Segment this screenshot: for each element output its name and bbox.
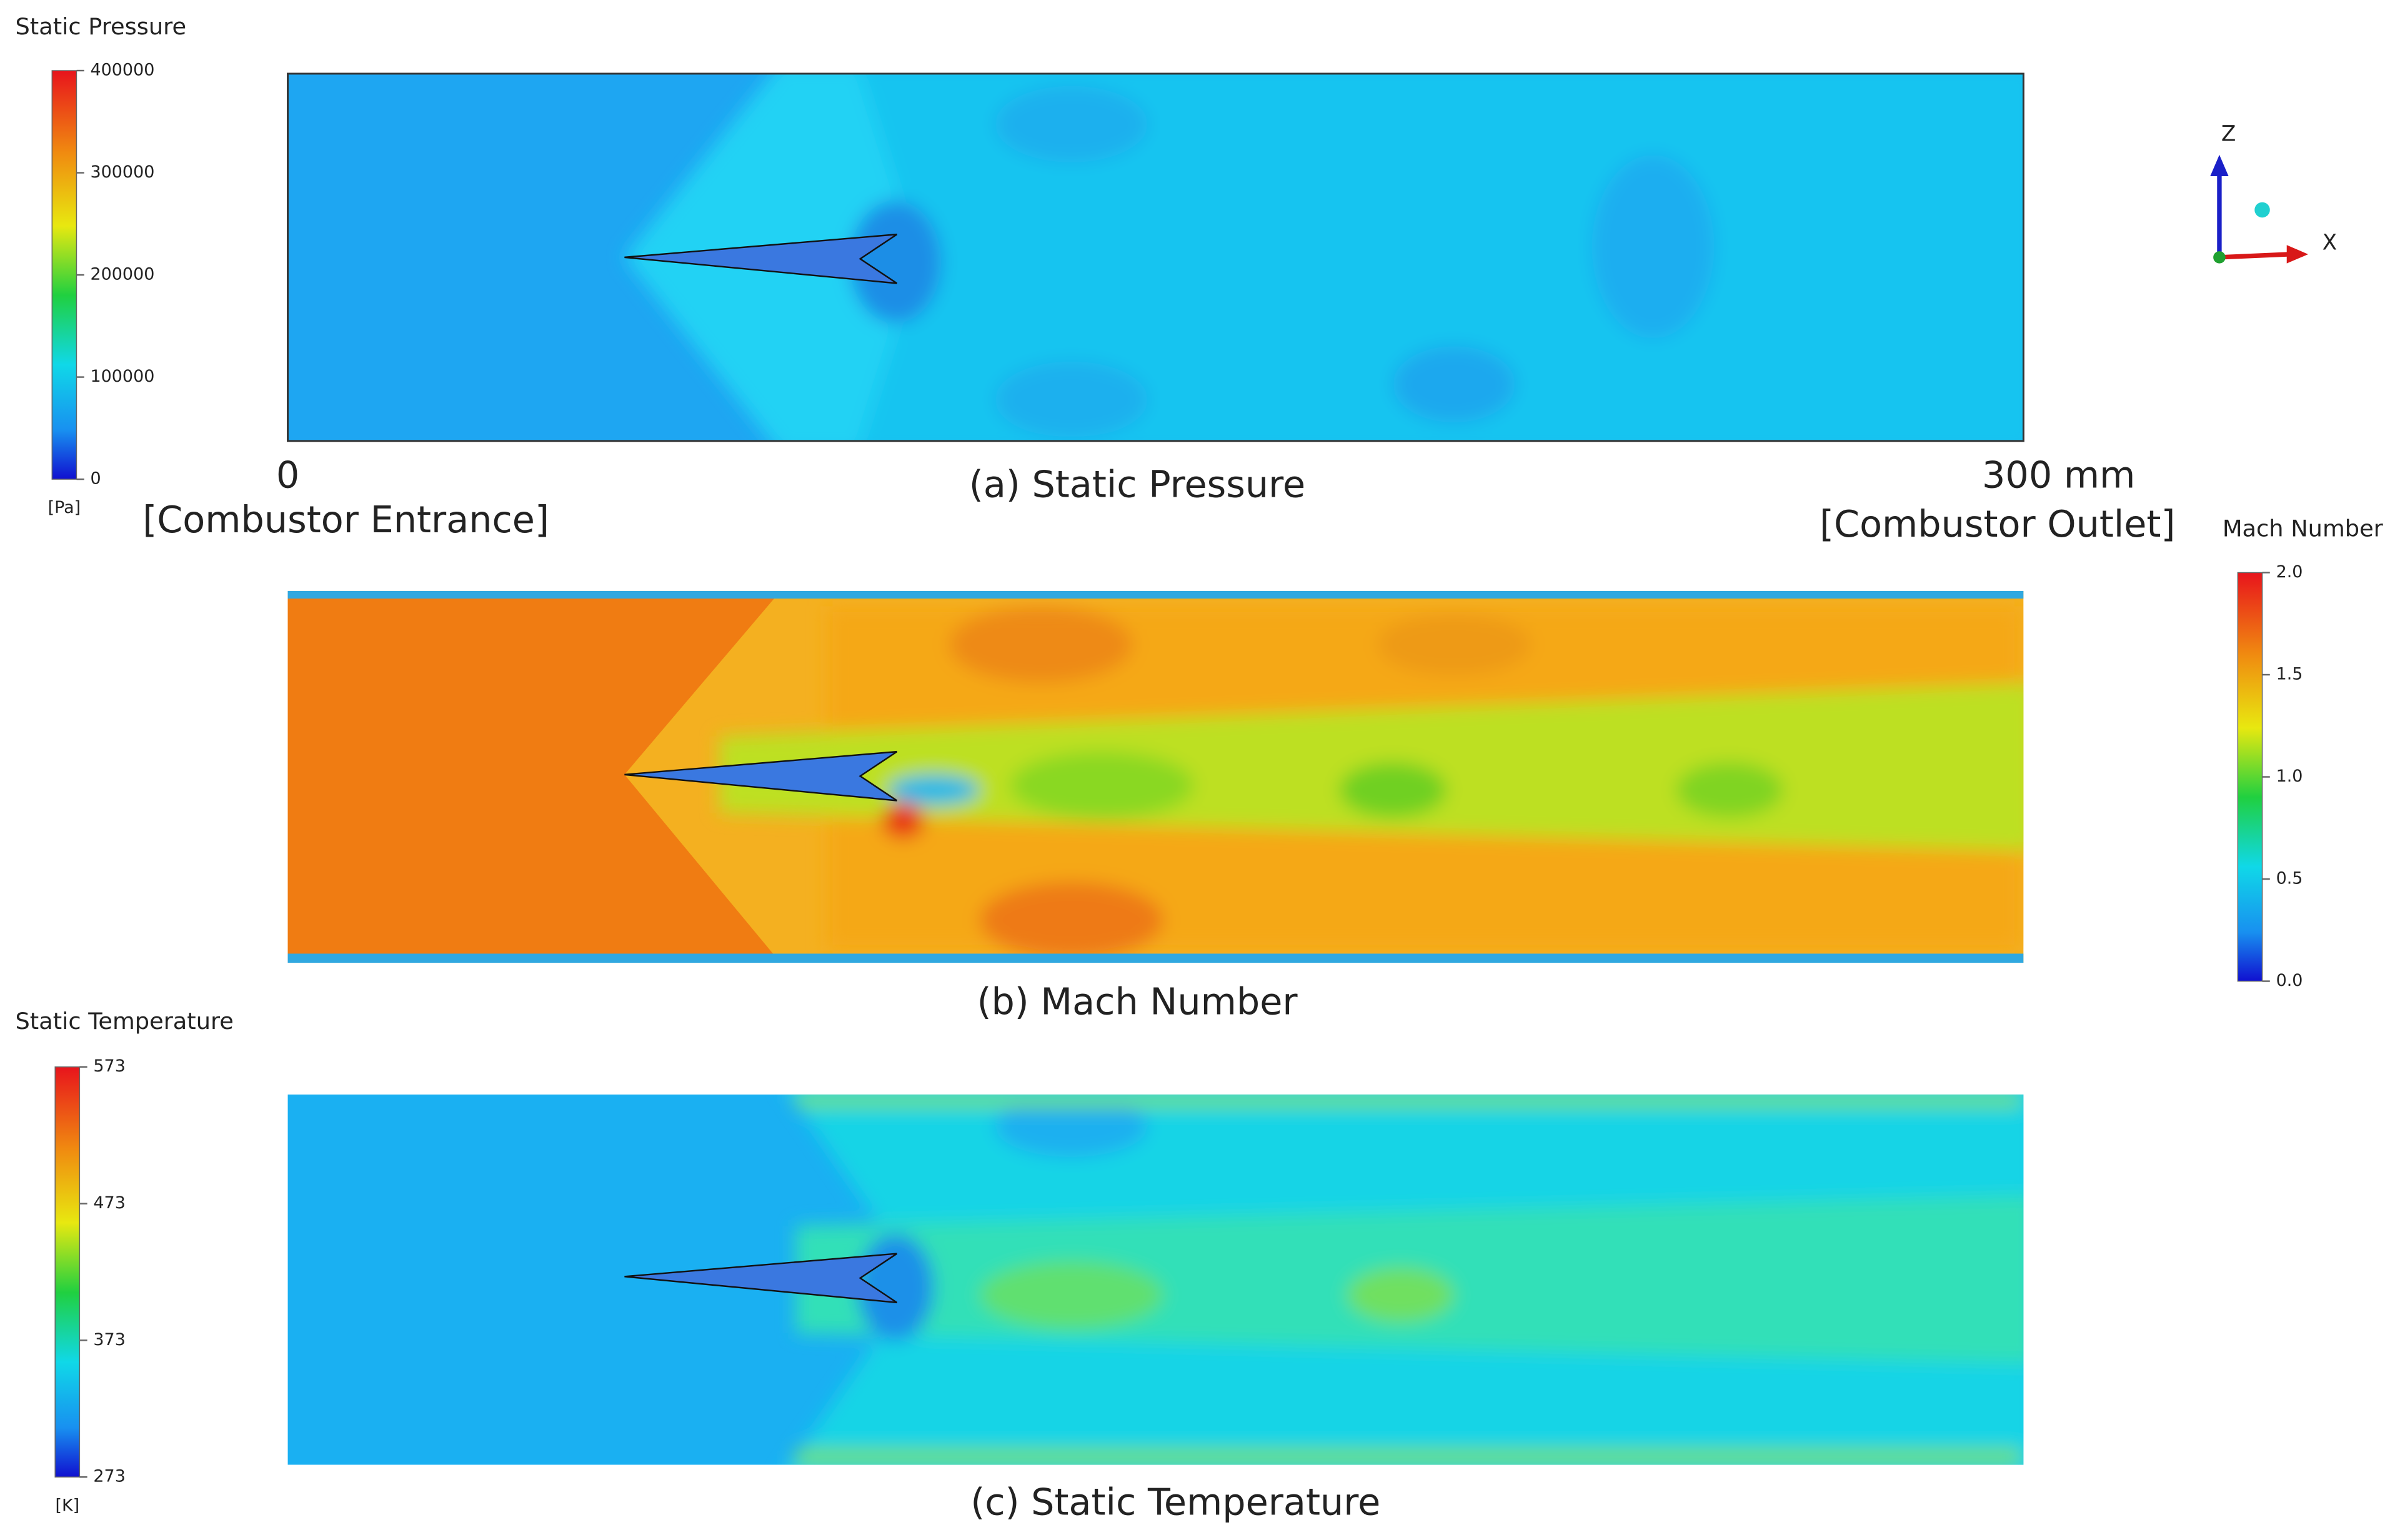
legend-tick-label: 373 [93, 1330, 125, 1349]
legend-tick-label: 0.0 [2276, 971, 2303, 990]
legend-unit: [Pa] [48, 498, 81, 517]
panel-caption: (c) Static Temperature [970, 1480, 1380, 1523]
axis-start: 0 [276, 454, 299, 497]
legend-tick-label: 400000 [91, 61, 155, 80]
mach-field [287, 590, 2024, 963]
temperature-field [287, 1094, 2024, 1465]
domain-frame [287, 72, 2024, 442]
panel-caption: (b) Mach Number [977, 980, 1298, 1023]
legend-tick-label: 1.5 [2276, 665, 2303, 684]
legend-tick-label: 100000 [91, 367, 155, 386]
legend-unit: [K] [55, 1496, 79, 1515]
legend-tick-label: 1.0 [2276, 767, 2303, 786]
legend-tick-label: 273 [93, 1467, 125, 1486]
legend-title: Static Temperature [15, 1008, 233, 1035]
legend-tick-label: 2.0 [2276, 562, 2303, 582]
legend-title: Static Pressure [15, 13, 186, 40]
pressure-field [287, 73, 2024, 441]
legend-tick-label: 0.5 [2276, 869, 2303, 888]
color-bar [2237, 572, 2263, 982]
legend-tick-label: 573 [93, 1056, 125, 1076]
triad-x: X [2323, 230, 2338, 255]
panel-caption: (a) Static Pressure [969, 462, 1305, 505]
axis-start-label: [Combustor Entrance] [142, 498, 549, 541]
axis-triad: Z X [2210, 121, 2338, 264]
legend-tick-label: 473 [93, 1193, 125, 1213]
legend-title: Mach Number [2223, 515, 2384, 542]
axis-end: 300 mm [1982, 454, 2135, 497]
triad-z: Z [2221, 121, 2236, 146]
color-bar [51, 70, 77, 480]
legend-tick-label: 0 [91, 469, 101, 489]
legend-tick-label: 300000 [91, 162, 155, 182]
color-bar [54, 1066, 81, 1478]
axis-end-label: [Combustor Outlet] [1820, 502, 2175, 545]
legend-tick-label: 200000 [91, 265, 155, 284]
